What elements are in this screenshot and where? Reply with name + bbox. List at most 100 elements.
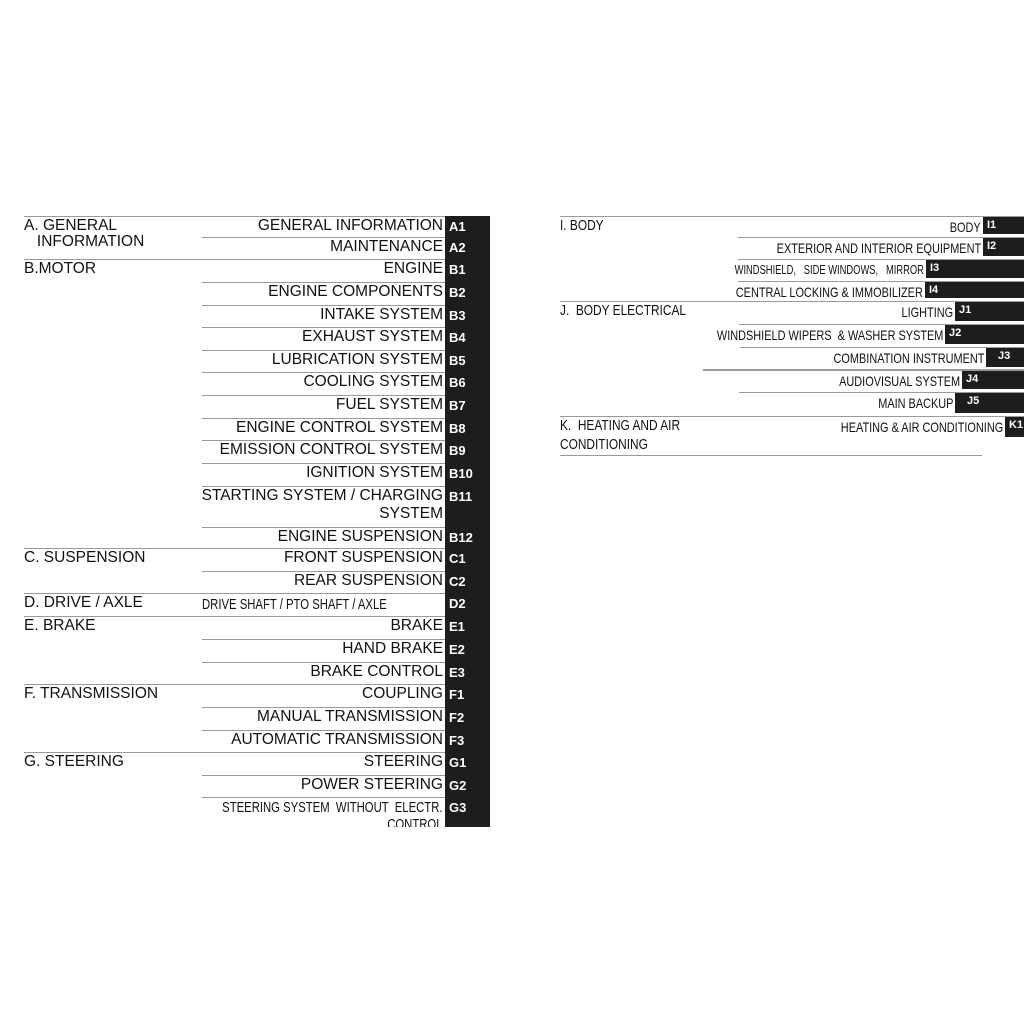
toc-entry[interactable]: DRIVE SHAFT / PTO SHAFT / AXLE D2 [202,593,490,616]
row-divider [202,662,490,663]
toc-entry[interactable]: EXHAUST SYSTEM B4 [202,327,490,350]
row-divider [202,327,490,328]
section-heading: F. TRANSMISSION [24,685,159,702]
toc-entry[interactable]: STEERING SYSTEM WITHOUT ELECTR. CONTROL G… [202,797,490,827]
row-divider [202,707,490,708]
section-tab-b2: B2 [445,282,490,305]
toc-entry[interactable]: COUPLING F1 [202,684,490,707]
toc-entry[interactable]: REAR SUSPENSION C2 [202,571,490,593]
toc-entry[interactable]: ENGINE SUSPENSION B12 [202,527,490,548]
section-tab-j2: J2 [945,325,1024,344]
section-tab-j4: J4 [962,371,1024,389]
section-tab-i1: I1 [983,217,1024,234]
section-divider [24,593,490,594]
entry-label: COUPLING [362,685,443,702]
toc-entry[interactable]: STARTING SYSTEM / CHARGING SYSTEM B11 [202,486,490,527]
entry-label: COOLING SYSTEM [303,373,443,390]
entry-label: ENGINE COMPONENTS [268,283,443,300]
toc-entry[interactable]: IGNITION SYSTEM B10 [202,463,490,486]
toc-entry[interactable]: BODY I1 [560,216,1024,237]
toc-entry[interactable]: LUBRICATION SYSTEM B5 [202,350,490,372]
entry-label: REAR SUSPENSION [293,572,443,589]
section-tab-a1: A1 [445,216,490,237]
entry-label: IGNITION SYSTEM [306,464,443,481]
toc-entry[interactable]: BRAKE E1 [202,616,490,639]
section-tab-d2: D2 [445,593,490,616]
toc-entry[interactable]: POWER STEERING G2 [202,775,490,797]
toc-entry[interactable]: INTAKE SYSTEM B3 [202,305,490,327]
toc-entry[interactable]: CENTRAL LOCKING & IMMOBILIZER I4 [560,281,1024,301]
section-heading: I. BODY [560,218,604,234]
toc-entry[interactable]: LIGHTING J1 [560,301,1024,324]
section-heading: K. HEATING AND AIR CONDITIONING [560,418,681,453]
toc-entry[interactable]: HAND BRAKE E2 [202,639,490,662]
section-tab-j3: J3 [986,348,1024,367]
section-heading: B.MOTOR [24,260,97,277]
section-tab-e2: E2 [445,639,490,662]
row-divider [202,571,490,572]
row-divider [202,282,490,283]
toc-entry[interactable]: STEERING G1 [202,752,490,775]
toc-entry[interactable]: ENGINE COMPONENTS B2 [202,282,490,305]
row-divider [202,730,490,731]
toc-entry[interactable]: COOLING SYSTEM B6 [202,372,490,395]
toc-entry[interactable]: ENGINE CONTROL SYSTEM B8 [202,418,490,440]
entry-label: EMISSION CONTROL SYSTEM [219,441,443,458]
row-divider [202,395,490,396]
toc-entry[interactable]: WINDSHIELD, SIDE WINDOWS, MIRROR I3 [560,259,1024,281]
entry-label: MAINTENANCE [330,238,443,255]
section-tab-c1: C1 [445,548,490,571]
row-divider [202,463,490,464]
row-divider [202,797,490,798]
section-heading: C. SUSPENSION [24,549,146,566]
row-divider [703,370,1024,371]
row-divider [703,369,1024,370]
row-divider [738,281,1024,282]
toc-entry[interactable]: AUTOMATIC TRANSMISSION F3 [202,730,490,752]
entry-label: AUDIOVISUAL SYSTEM [839,373,960,389]
row-divider [202,639,490,640]
toc-entry[interactable]: EXTERIOR AND INTERIOR EQUIPMENT I2 [560,237,1024,259]
entry-label: STEERING [363,753,443,770]
section-tab-b1: B1 [445,259,490,282]
toc-entry[interactable]: ENGINE B1 [202,259,490,282]
entry-label: ENGINE CONTROL SYSTEM [236,419,443,436]
toc-entry[interactable]: MAINTENANCE A2 [202,237,490,259]
entry-label: WINDSHIELD WIPERS & WASHER SYSTEM [716,327,943,343]
toc-entry[interactable]: EMISSION CONTROL SYSTEM B9 [202,440,490,463]
toc-entry[interactable]: GENERAL INFORMATION A1 [202,216,490,237]
section-tab-b11: B11 [445,486,490,527]
toc-entry[interactable]: FRONT SUSPENSION C1 [202,548,490,571]
section-divider [24,684,490,685]
toc-entry[interactable]: HEATING & AIR CONDITIONING K1 [560,416,1024,440]
row-divider [740,347,1024,348]
section-tab-c2: C2 [445,571,490,593]
entry-label: BRAKE CONTROL [310,663,443,680]
entry-label: COMBINATION INSTRUMENT [833,350,984,366]
entry-label: LIGHTING [901,304,953,320]
section-heading: J. BODY ELECTRICAL [560,303,686,319]
toc-entry[interactable]: WINDSHIELD WIPERS & WASHER SYSTEM J2 [560,324,1024,347]
section-heading: D. DRIVE / AXLE [24,594,143,611]
entry-label: HAND BRAKE [342,640,443,657]
entry-label: HEATING & AIR CONDITIONING [840,419,1003,435]
section-divider [560,301,1024,302]
entry-label: WINDSHIELD, SIDE WINDOWS, MIRROR [734,262,924,277]
row-divider [202,440,490,441]
toc-entry[interactable]: BRAKE CONTROL E3 [202,662,490,684]
section-tab-j1: J1 [955,302,1024,321]
toc-entry[interactable]: AUDIOVISUAL SYSTEM J4 [560,370,1024,392]
section-divider [24,752,490,753]
row-divider [202,418,490,419]
toc-entry[interactable]: FUEL SYSTEM B7 [202,395,490,418]
section-tab-g2: G2 [445,775,490,797]
section-divider [24,216,490,217]
entry-label: DRIVE SHAFT / PTO SHAFT / AXLE [202,597,387,613]
section-divider [24,616,490,617]
toc-entry[interactable]: COMBINATION INSTRUMENT J3 [560,347,1024,370]
entry-label: BRAKE [390,617,443,634]
row-divider [739,324,1024,325]
toc-entry[interactable]: MAIN BACKUP J5 [560,392,1024,416]
toc-entry[interactable]: MANUAL TRANSMISSION F2 [202,707,490,730]
section-tab-b7: B7 [445,395,490,418]
